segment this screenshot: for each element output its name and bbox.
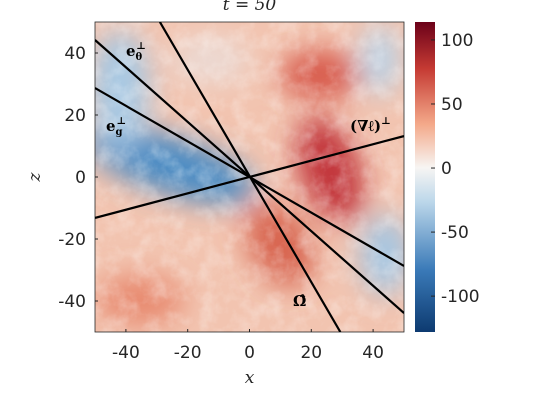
plot-frame xyxy=(94,21,405,333)
y-tick-label: 0 xyxy=(75,168,86,188)
line-label-sup: ⊥ xyxy=(117,116,127,127)
y-tick-label: 20 xyxy=(64,106,86,126)
x-tick-label: 20 xyxy=(300,343,322,363)
colorbar-tick-label: 100 xyxy=(441,31,473,51)
line-label: eg⊥ xyxy=(106,116,126,138)
x-tick-label: 0 xyxy=(244,343,255,363)
colorbar-tick-label: 50 xyxy=(441,95,463,115)
line-label-sub: g xyxy=(116,127,123,138)
line-label-base: e xyxy=(126,42,136,60)
line-label: Ω̂ xyxy=(293,292,306,310)
colorbar-tick-label: -50 xyxy=(441,223,469,243)
line-label-base: Ω̂ xyxy=(293,292,306,310)
x-axis-label: x xyxy=(245,368,255,388)
y-tick-label: 40 xyxy=(64,44,86,64)
colorbar xyxy=(415,22,435,332)
y-tick-label: -20 xyxy=(58,230,86,250)
line-label-base: (∇ℓ) xyxy=(350,117,381,135)
line-label: eθ⊥ xyxy=(126,41,146,63)
line-label-sup: ⊥ xyxy=(381,116,391,127)
x-tick-label: -20 xyxy=(174,343,202,363)
line-label-sub: θ xyxy=(136,52,143,63)
x-tick-label: -40 xyxy=(112,343,140,363)
line-label-sup: ⊥ xyxy=(136,41,146,52)
field xyxy=(95,22,404,332)
chart-title: t = 50 xyxy=(223,0,277,15)
colorbar-tick-label: -100 xyxy=(441,287,480,307)
y-axis-label: z xyxy=(25,171,45,182)
lines xyxy=(95,22,404,332)
colorbar-tick-label: 0 xyxy=(441,159,452,179)
line-label-base: e xyxy=(106,117,116,135)
y-tick-label: -40 xyxy=(58,292,86,312)
x-tick-label: 40 xyxy=(362,343,384,363)
guide-line xyxy=(95,135,404,219)
line-label: (∇ℓ)⊥ xyxy=(350,116,391,135)
